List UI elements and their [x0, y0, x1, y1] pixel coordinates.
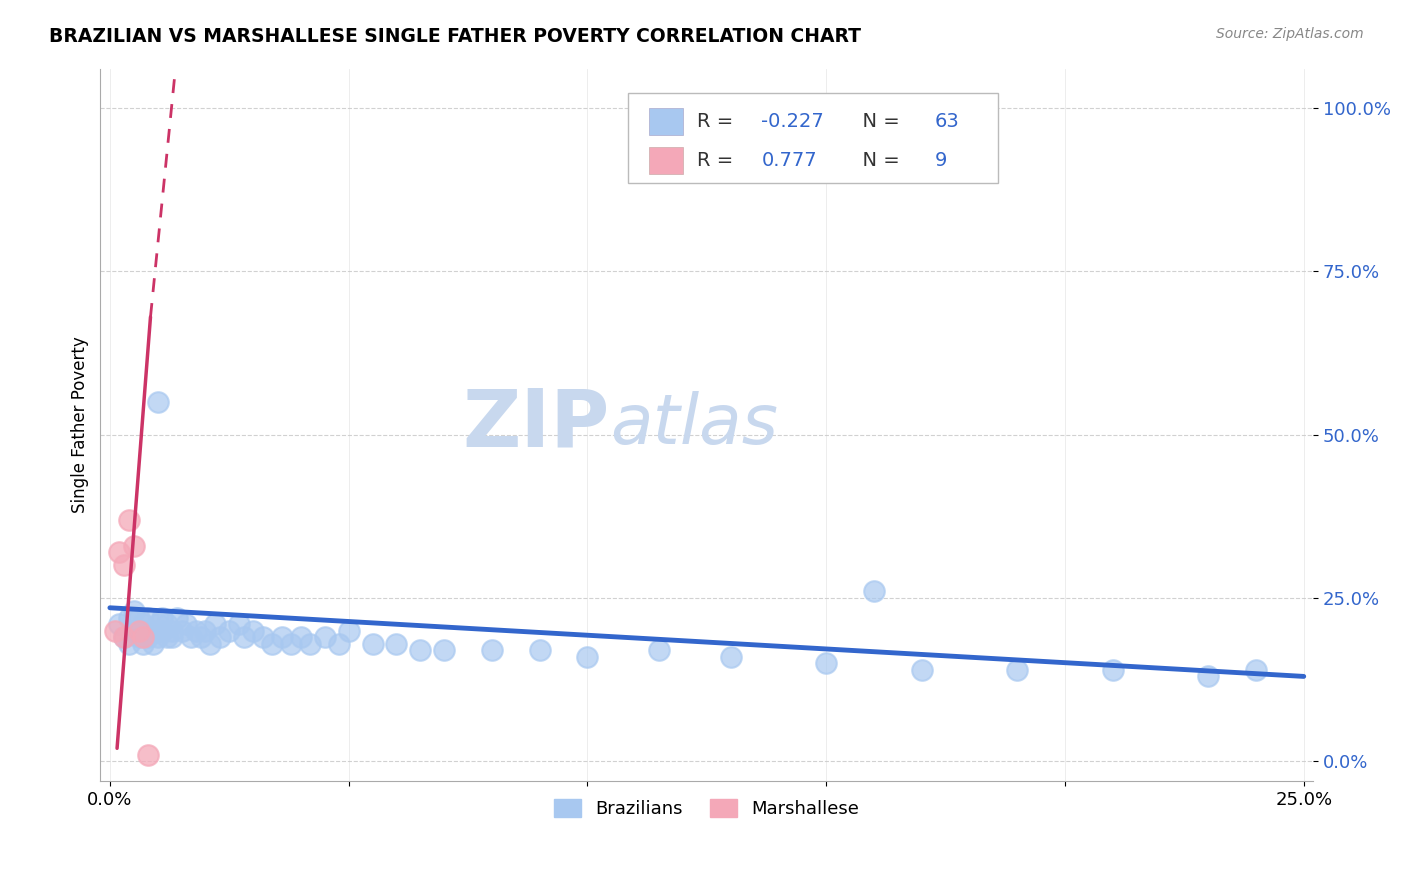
Point: [136, 747, 159, 762]
Legend: Brazilians, Marshallese: Brazilians, Marshallese: [547, 791, 866, 825]
Point: [136, 610, 159, 624]
Bar: [648, 108, 682, 135]
Text: N =: N =: [851, 112, 905, 131]
FancyBboxPatch shape: [628, 94, 998, 183]
Point: [128, 624, 150, 638]
Point: [262, 637, 284, 651]
Point: [328, 637, 350, 651]
Point: [166, 610, 188, 624]
Point: [118, 512, 141, 526]
Point: [361, 637, 384, 651]
Text: Source: ZipAtlas.com: Source: ZipAtlas.com: [1216, 27, 1364, 41]
Point: [146, 630, 169, 644]
Text: 9: 9: [935, 152, 948, 170]
Point: [529, 643, 551, 657]
Point: [146, 617, 169, 632]
Point: [142, 637, 165, 651]
Point: [815, 657, 838, 671]
Point: [232, 630, 254, 644]
Point: [160, 630, 183, 644]
Point: [290, 630, 312, 644]
Point: [122, 624, 145, 638]
Point: [270, 630, 292, 644]
Text: N =: N =: [851, 152, 912, 170]
Point: [136, 630, 159, 644]
Bar: [648, 147, 682, 175]
Point: [190, 630, 212, 644]
Point: [118, 610, 141, 624]
Point: [160, 624, 183, 638]
Point: [911, 663, 934, 677]
Point: [1101, 663, 1123, 677]
Point: [112, 558, 135, 573]
Text: -0.227: -0.227: [762, 112, 824, 131]
Point: [194, 624, 217, 638]
Point: [863, 584, 886, 599]
Point: [337, 624, 360, 638]
Point: [132, 624, 155, 638]
Point: [208, 630, 231, 644]
Point: [146, 395, 169, 409]
Point: [385, 637, 408, 651]
Point: [1244, 663, 1267, 677]
Text: R =: R =: [697, 152, 745, 170]
Text: 63: 63: [935, 112, 959, 131]
Point: [112, 630, 135, 644]
Point: [180, 630, 202, 644]
Text: 0.777: 0.777: [762, 152, 817, 170]
Point: [104, 624, 127, 638]
Point: [280, 637, 302, 651]
Y-axis label: Single Father Poverty: Single Father Poverty: [72, 336, 89, 513]
Point: [108, 545, 131, 559]
Point: [481, 643, 503, 657]
Point: [184, 624, 207, 638]
Point: [433, 643, 456, 657]
Point: [112, 630, 135, 644]
Point: [228, 617, 250, 632]
Point: [118, 637, 141, 651]
Point: [1197, 669, 1219, 683]
Point: [720, 649, 742, 664]
Point: [128, 630, 150, 644]
Point: [156, 617, 179, 632]
Point: [122, 604, 145, 618]
Point: [108, 617, 131, 632]
Point: [1005, 663, 1028, 677]
Point: [122, 539, 145, 553]
Point: [314, 630, 336, 644]
Point: [252, 630, 274, 644]
Point: [198, 637, 221, 651]
Point: [156, 630, 179, 644]
Point: [176, 617, 198, 632]
Text: R =: R =: [697, 112, 740, 131]
Point: [152, 610, 174, 624]
Point: [132, 617, 155, 632]
Point: [409, 643, 432, 657]
Text: atlas: atlas: [610, 392, 778, 458]
Text: BRAZILIAN VS MARSHALLESE SINGLE FATHER POVERTY CORRELATION CHART: BRAZILIAN VS MARSHALLESE SINGLE FATHER P…: [49, 27, 862, 45]
Point: [242, 624, 264, 638]
Point: [132, 630, 155, 644]
Point: [132, 637, 155, 651]
Point: [648, 643, 671, 657]
Point: [576, 649, 599, 664]
Text: ZIP: ZIP: [463, 385, 610, 464]
Point: [142, 624, 165, 638]
Point: [170, 624, 193, 638]
Point: [128, 610, 150, 624]
Point: [218, 624, 240, 638]
Point: [299, 637, 322, 651]
Point: [204, 617, 226, 632]
Point: [152, 624, 174, 638]
